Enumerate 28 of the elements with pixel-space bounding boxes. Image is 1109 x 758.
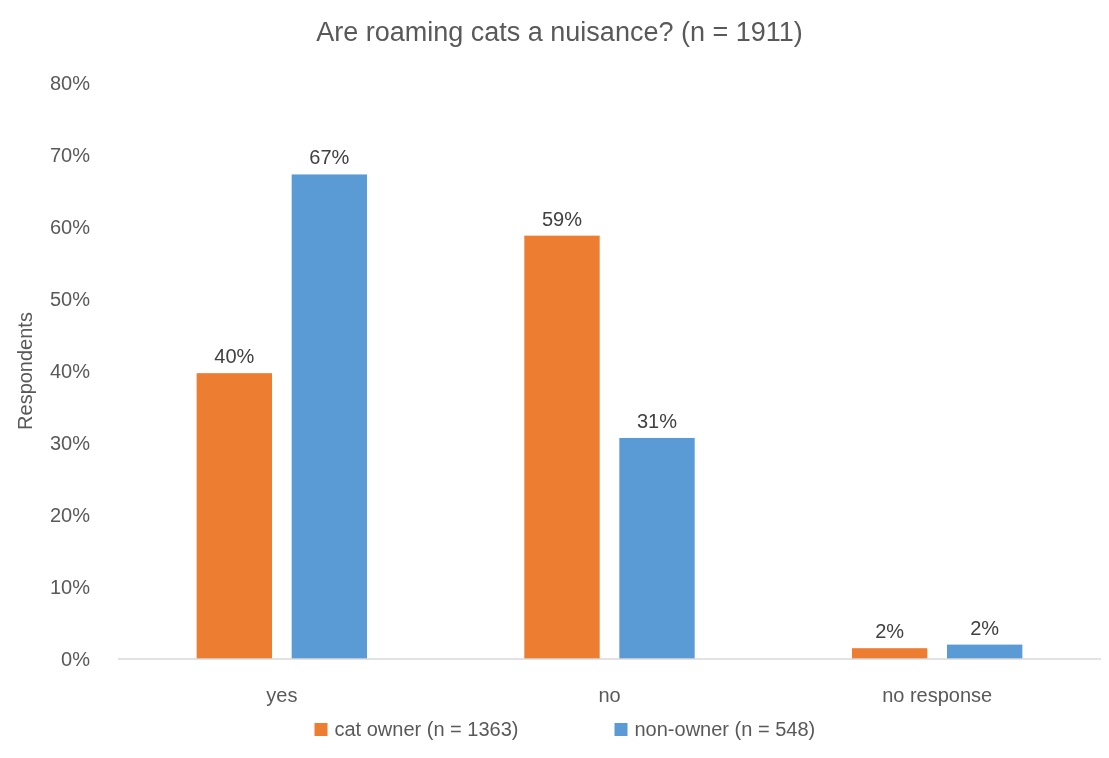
y-tick-label: 80% [49,72,91,94]
y-tick-label: 10% [49,576,91,598]
y-tick-label: 0% [61,648,91,670]
legend-label: cat owner (n = 1363) [334,718,519,740]
data-label: 67% [309,146,350,169]
data-label: 31% [637,409,678,432]
y-tick-label: 60% [49,216,91,238]
chart-title: Are roaming cats a nuisance? (n = 1911) [316,17,803,47]
data-label: 59% [541,207,583,230]
bar [291,174,368,659]
x-tick-label: yes [266,684,298,706]
y-tick-label: 30% [49,432,91,454]
x-tick-label: no [598,684,621,706]
bar [947,644,1023,659]
y-tick-label: 50% [49,288,91,310]
bar [196,373,272,659]
y-tick-label: 40% [49,360,91,382]
y-axis-title: Respondents [14,312,36,430]
data-label: 2% [970,616,1000,639]
legend-label: non-owner (n = 548) [634,718,816,740]
y-tick-label: 70% [49,144,91,166]
bar [619,437,695,659]
data-label: 40% [214,345,255,368]
bar [524,235,600,659]
bar [851,648,928,659]
data-label: 2% [875,620,905,643]
x-tick-label: no response [882,684,993,706]
y-tick-label: 20% [49,504,91,526]
